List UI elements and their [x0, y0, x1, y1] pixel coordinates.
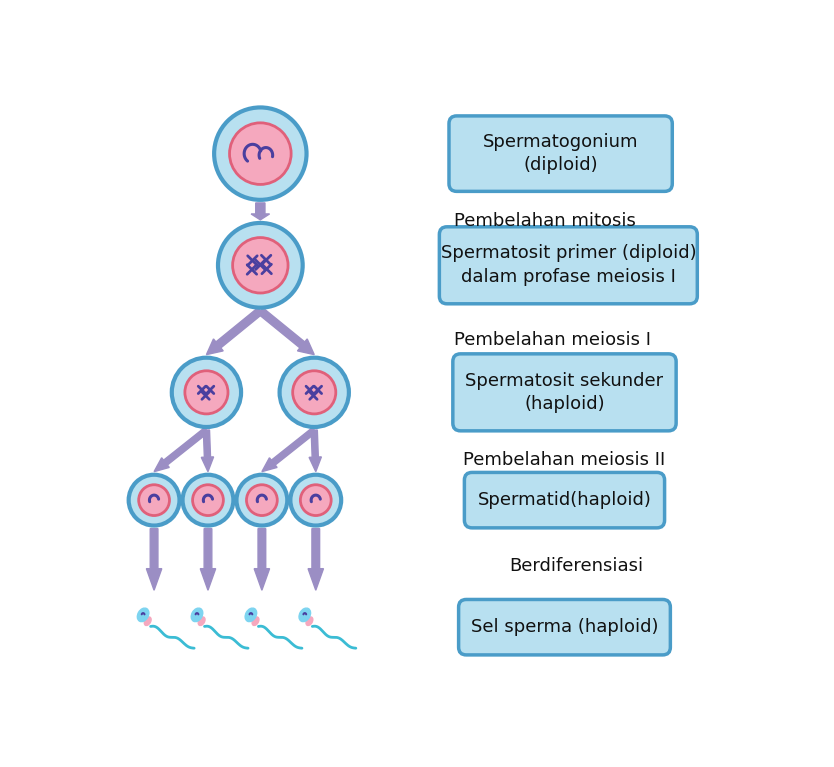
Ellipse shape [306, 617, 313, 625]
Text: Berdiferensiasi: Berdiferensiasi [509, 557, 643, 574]
FancyArrow shape [254, 528, 269, 591]
Text: Pembelahan meiosis II: Pembelahan meiosis II [464, 451, 666, 469]
Text: Spermatogonium
(diploid): Spermatogonium (diploid) [483, 133, 638, 174]
FancyArrow shape [201, 430, 214, 472]
FancyArrow shape [200, 528, 216, 591]
FancyArrow shape [147, 528, 162, 591]
FancyBboxPatch shape [465, 472, 665, 528]
Ellipse shape [144, 617, 151, 625]
FancyArrow shape [154, 428, 208, 472]
Circle shape [185, 370, 228, 414]
FancyBboxPatch shape [440, 227, 697, 304]
Text: Pembelahan mitosis: Pembelahan mitosis [455, 212, 636, 230]
Circle shape [214, 107, 307, 200]
Text: Spermatosit sekunder
(haploid): Spermatosit sekunder (haploid) [465, 371, 664, 413]
Text: Pembelahan meiosis I: Pembelahan meiosis I [455, 331, 651, 349]
Ellipse shape [299, 608, 310, 621]
Ellipse shape [245, 608, 257, 621]
Ellipse shape [191, 608, 203, 621]
FancyBboxPatch shape [459, 600, 671, 655]
Circle shape [300, 485, 331, 515]
FancyArrow shape [258, 308, 314, 354]
FancyArrow shape [308, 528, 324, 591]
FancyBboxPatch shape [449, 116, 672, 192]
Circle shape [172, 357, 241, 427]
Circle shape [233, 238, 288, 293]
Ellipse shape [252, 617, 259, 625]
FancyBboxPatch shape [453, 354, 676, 431]
Text: Spermatosit primer (diploid)
dalam profase meiosis I: Spermatosit primer (diploid) dalam profa… [440, 245, 696, 286]
FancyArrow shape [262, 428, 316, 472]
Circle shape [218, 223, 303, 308]
FancyArrow shape [251, 203, 269, 220]
Circle shape [193, 485, 224, 515]
Circle shape [128, 475, 179, 525]
Circle shape [138, 485, 169, 515]
Circle shape [229, 123, 291, 184]
Circle shape [237, 475, 287, 525]
FancyArrow shape [207, 308, 263, 354]
FancyArrow shape [309, 430, 321, 472]
Circle shape [279, 357, 349, 427]
Circle shape [290, 475, 341, 525]
Circle shape [183, 475, 234, 525]
Text: Spermatid(haploid): Spermatid(haploid) [478, 491, 651, 509]
Text: Sel sperma (haploid): Sel sperma (haploid) [470, 618, 658, 636]
Circle shape [247, 485, 277, 515]
Ellipse shape [198, 617, 205, 625]
Circle shape [293, 370, 336, 414]
Ellipse shape [138, 608, 149, 621]
